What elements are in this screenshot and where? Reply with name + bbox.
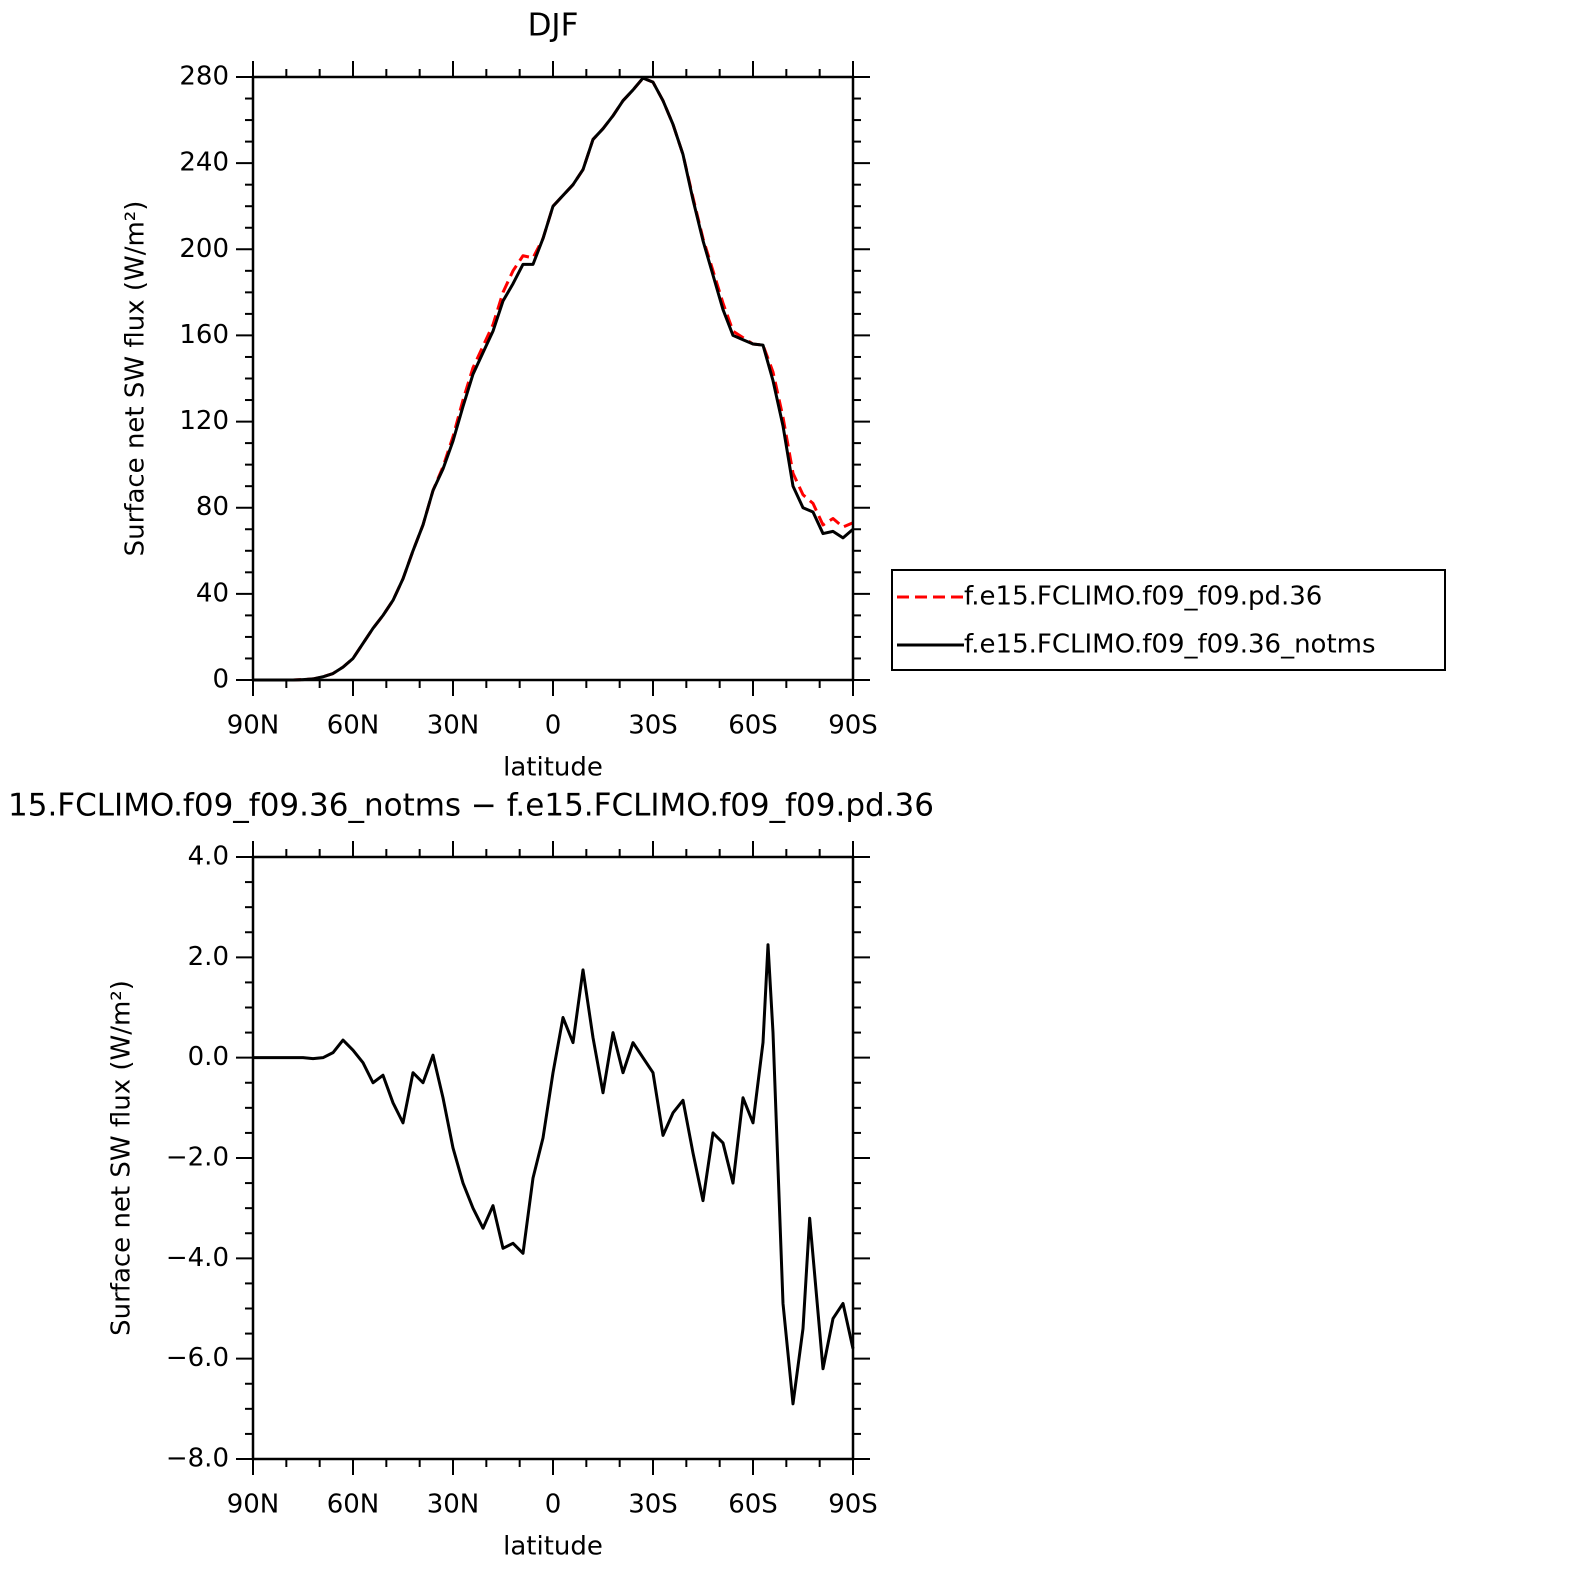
y-tick-label: 200 — [179, 234, 229, 264]
y-tick-label: 40 — [196, 578, 229, 608]
y-tick-label: 2.0 — [188, 942, 229, 972]
data-line — [253, 943, 855, 1406]
data-line — [253, 76, 854, 682]
x-tick-label: 0 — [545, 711, 562, 741]
legend-box — [891, 569, 1446, 671]
y-tick-label: −2.0 — [166, 1143, 229, 1173]
y-axis-label: Surface net SW flux (W/m²) — [107, 980, 137, 1336]
x-tick-label: 90N — [227, 711, 280, 741]
y-tick-label: 0 — [212, 665, 229, 695]
data-line — [253, 76, 854, 682]
x-tick-label: 30N — [427, 1490, 480, 1520]
x-tick-label: 30S — [628, 711, 678, 741]
x-tick-label: 60N — [327, 1490, 380, 1520]
legend-label: f.e15.FCLIMO.f09_f09.36_notms — [964, 630, 1376, 660]
y-tick-label: 160 — [179, 320, 229, 350]
y-tick-label: −4.0 — [166, 1243, 229, 1273]
x-tick-label: 90N — [227, 1490, 280, 1520]
chart-title: DJF — [528, 8, 579, 44]
plot-frame — [251, 75, 855, 682]
y-tick-label: 0.0 — [188, 1042, 229, 1072]
x-tick-label: 90S — [828, 1490, 878, 1520]
x-tick-label: 0 — [545, 1490, 562, 1520]
y-tick-label: −6.0 — [166, 1343, 229, 1373]
x-axis-label: latitude — [503, 753, 603, 783]
y-axis-label: Surface net SW flux (W/m²) — [121, 201, 151, 557]
y-tick-label: 280 — [179, 62, 229, 92]
y-tick-label: 80 — [196, 492, 229, 522]
x-tick-label: 90S — [828, 711, 878, 741]
x-tick-label: 60N — [327, 711, 380, 741]
chart-title: 15.FCLIMO.f09_f09.36_notms − f.e15.FCLIM… — [8, 788, 934, 824]
x-tick-label: 30N — [427, 711, 480, 741]
plot-frame — [251, 855, 855, 1461]
y-tick-label: 240 — [179, 148, 229, 178]
x-axis-label: latitude — [503, 1532, 603, 1562]
legend-label: f.e15.FCLIMO.f09_f09.pd.36 — [964, 582, 1322, 612]
x-tick-label: 60S — [728, 1490, 778, 1520]
x-tick-label: 60S — [728, 711, 778, 741]
y-tick-label: 4.0 — [188, 842, 229, 872]
y-tick-label: 120 — [179, 406, 229, 436]
x-tick-label: 30S — [628, 1490, 678, 1520]
y-tick-label: −8.0 — [166, 1444, 229, 1474]
